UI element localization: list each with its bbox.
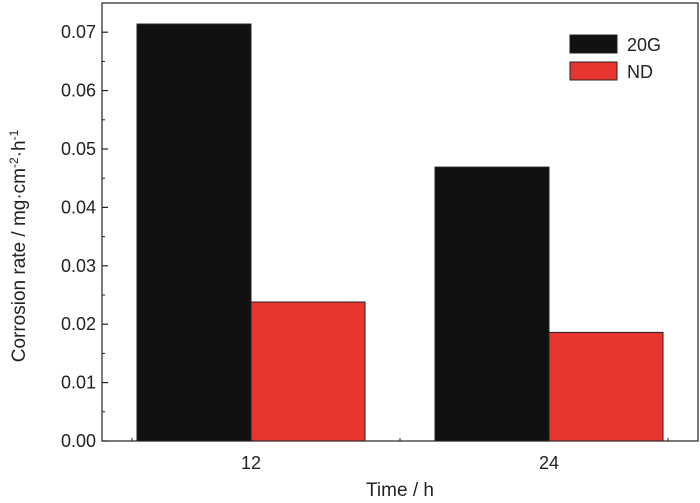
y-tick-label: 0.06 [61, 81, 96, 101]
legend: 20G ND [569, 34, 661, 82]
y-axis-title-part-1: Corrosion rate / mg·cm [9, 168, 30, 362]
legend-swatch-20g [569, 34, 618, 54]
y-tick-label: 0.05 [61, 139, 96, 159]
y-tick-label: 0.02 [61, 314, 96, 334]
y-tick-label: 0.00 [61, 431, 96, 451]
y-axis-title-sup-1: -2 [7, 157, 21, 168]
x-axis: 12 24 [131, 435, 669, 473]
bar-nd-24 [548, 331, 664, 442]
x-tick-label: 12 [241, 453, 261, 473]
y-axis-title: Corrosion rate / mg·cm-2·h-1 [7, 129, 30, 362]
bar-20g-24 [434, 166, 550, 442]
y-axis-title-sup-2: -1 [7, 129, 21, 140]
legend-label-nd: ND [627, 62, 653, 82]
bar-nd-12 [250, 301, 366, 442]
x-axis-title: Time / h [366, 480, 434, 501]
bar-20g-12 [136, 23, 252, 442]
y-tick-label: 0.07 [61, 22, 96, 42]
y-tick-label: 0.04 [61, 197, 96, 217]
y-axis: 0.00 0.01 0.02 0.03 0.04 0.05 0.06 0.07 [61, 22, 108, 451]
y-tick-label: 0.01 [61, 373, 96, 393]
y-tick-label: 0.03 [61, 256, 96, 276]
legend-swatch-nd [569, 61, 618, 81]
bars [136, 23, 664, 442]
legend-label-20g: 20G [627, 35, 661, 55]
y-axis-title-part-2: ·h [9, 140, 30, 157]
x-tick-label: 24 [539, 453, 559, 473]
